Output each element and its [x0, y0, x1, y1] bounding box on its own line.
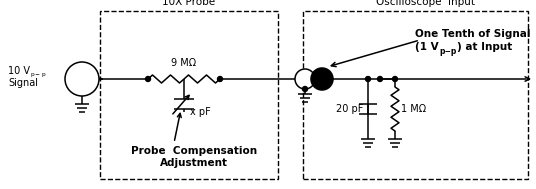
- Text: 20 pF: 20 pF: [336, 104, 363, 114]
- Text: One Tenth of Signal: One Tenth of Signal: [415, 29, 531, 39]
- Text: Signal: Signal: [8, 78, 38, 88]
- Text: 9 MΩ: 9 MΩ: [172, 58, 197, 68]
- Text: x pF: x pF: [190, 107, 211, 117]
- Circle shape: [302, 87, 308, 91]
- Text: 10X Probe: 10X Probe: [162, 0, 215, 7]
- Text: 10 V: 10 V: [8, 66, 30, 76]
- Circle shape: [377, 77, 383, 81]
- Bar: [303, 11, 528, 179]
- Text: Adjustment: Adjustment: [160, 158, 228, 168]
- Text: (1 V: (1 V: [415, 42, 438, 52]
- Circle shape: [145, 77, 151, 81]
- Text: $_{\mathregular{p-p}}$: $_{\mathregular{p-p}}$: [30, 70, 47, 80]
- Circle shape: [366, 77, 370, 81]
- Text: Oscilloscope  Input: Oscilloscope Input: [376, 0, 475, 7]
- Text: Probe  Compensation: Probe Compensation: [131, 146, 257, 156]
- Text: 1 MΩ: 1 MΩ: [401, 104, 426, 114]
- Circle shape: [65, 62, 99, 96]
- Text: ) at Input: ) at Input: [457, 42, 512, 52]
- Circle shape: [392, 77, 398, 81]
- Bar: [100, 11, 278, 179]
- Circle shape: [295, 69, 315, 89]
- Circle shape: [311, 68, 333, 90]
- Circle shape: [218, 77, 222, 81]
- Text: p−p: p−p: [439, 46, 456, 56]
